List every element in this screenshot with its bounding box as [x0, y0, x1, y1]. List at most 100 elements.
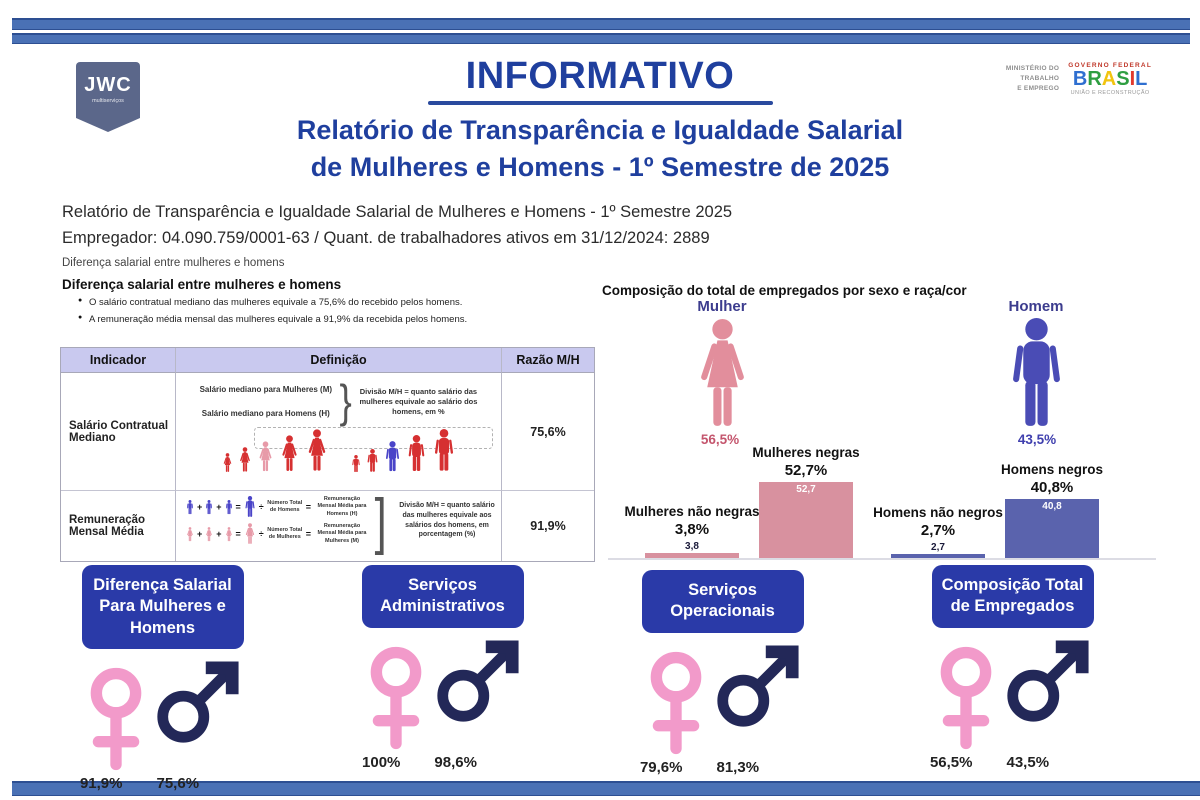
bullet-monthly-pay: A remuneração média mensal das mulheres …	[78, 314, 467, 325]
man-icon	[432, 429, 456, 473]
col-indicador: Indicador	[61, 348, 176, 373]
women-average-formula: + + = ÷ Número Total de Mulheres = Remun…	[186, 523, 497, 545]
female-sign-icon	[365, 646, 427, 750]
right-section-heading: Composição do total de empregados por se…	[602, 283, 967, 298]
col-razao: Razão M/H	[502, 348, 594, 373]
card-male-value: 98,6%	[434, 753, 477, 771]
top-stripe-2	[12, 33, 1190, 44]
male-sign-icon	[1001, 638, 1091, 728]
brasil-gov-logo: GOVERNO FEDERAL BRASIL UNIÃO E RECONSTRU…	[1068, 62, 1152, 96]
man-icon	[366, 449, 379, 473]
jwc-logo: JWC multiserviços	[76, 62, 140, 132]
top-stripe-1	[12, 18, 1190, 30]
brace-glyph: }	[339, 375, 352, 427]
card-female-value: 91,9%	[79, 775, 123, 793]
male-sign-icon	[711, 643, 801, 733]
bracket-glyph: ]	[374, 491, 387, 556]
row1-definition: Salário mediano para Mulheres (M) Salári…	[176, 373, 502, 491]
employer-line: Empregador: 04.090.759/0001-63 / Quant. …	[62, 229, 710, 247]
bar-mulheres-nao-negras: Mulheres não negras 3,8% 3,8	[624, 504, 760, 558]
men-result: Remuneração Mensal Média para Homens (H)	[317, 496, 367, 517]
card-title: Diferença Salarial Para Mulheres e Homen…	[81, 565, 244, 650]
bullet-contract-salary: O salário contratual mediano das mulhere…	[78, 297, 467, 308]
card-diferenca-salarial: Diferença Salarial Para Mulheres e Homen…	[55, 565, 270, 792]
female-sign-icon	[935, 646, 997, 750]
section-caption: Diferença salarial entre mulheres e home…	[62, 257, 285, 269]
dashed-frame	[254, 427, 493, 450]
women-divisor: Número Total de Mulheres	[267, 526, 303, 540]
card-title: Serviços Operacionais	[641, 570, 804, 633]
bar-homens-nao-negros: Homens não negros 2,7% 2,7	[873, 505, 1003, 558]
row1-ratio: 75,6%	[502, 373, 594, 491]
ministry-logo: MINISTÉRIO DO TRABALHO E EMPREGO	[1005, 65, 1060, 92]
jwc-logo-subtext: multiserviços	[92, 98, 124, 104]
male-group-label: Homem	[1008, 298, 1064, 315]
female-sign-icon	[645, 651, 707, 755]
card-composicao-total: Composição Total de Empregados 56,5% 43,…	[905, 565, 1120, 771]
card-male-value: 75,6%	[156, 775, 200, 793]
table-row-remuneracao-media: Remuneração Mensal Média + + = ÷ Número …	[61, 491, 594, 561]
row1-indicator: Salário Contratual Mediano	[61, 373, 176, 491]
man-icon	[244, 496, 256, 518]
female-total-value: 56,5%	[700, 432, 740, 447]
card-male-value: 81,3%	[716, 758, 760, 776]
woman-icon	[279, 435, 300, 473]
jwc-logo-text: JWC	[84, 74, 132, 96]
card-servicos-administrativos: Serviços Administrativos 100% 98,6%	[335, 565, 550, 771]
male-sign-icon	[431, 638, 521, 728]
bar: 40,8	[1005, 499, 1099, 558]
card-female-value: 100%	[362, 753, 401, 771]
woman-icon-pink	[257, 441, 274, 473]
man-icon	[205, 500, 213, 515]
left-section-heading: Diferença salarial entre mulheres e home…	[62, 277, 342, 292]
def-median-men: Salário mediano para Homens (H)	[201, 409, 330, 419]
row2-ratio: 91,9%	[502, 491, 594, 561]
woman-icon	[225, 527, 233, 542]
card-male-value: 43,5%	[1006, 753, 1050, 771]
woman-icon	[205, 527, 213, 542]
bar-mulheres-negras: Mulheres negras 52,7% 52,7	[750, 445, 862, 558]
people-size-diagram	[176, 427, 501, 473]
men-average-formula: + + = ÷ Número Total de Homens = Remuner…	[186, 496, 497, 518]
title-underline	[427, 101, 773, 105]
row1-note: Divisão M/H = quanto salário das mulhere…	[359, 386, 478, 416]
female-sign-icon	[85, 667, 147, 771]
report-subtitle: Relatório de Transparência e Igualdade S…	[100, 112, 1100, 186]
card-title: Serviços Administrativos	[361, 565, 524, 628]
bar: 52,7	[759, 482, 853, 558]
woman-icon	[305, 429, 329, 473]
card-servicos-operacionais: Serviços Operacionais 79,6% 81,3%	[615, 565, 830, 776]
brasil-wordmark: BRASIL	[1072, 68, 1148, 90]
man-silhouette-icon	[1004, 318, 1069, 432]
man-icon-blue	[384, 441, 401, 473]
col-definicao: Definição	[176, 348, 502, 373]
woman-icon	[222, 453, 233, 473]
row2-note: Divisão M/H = quanto salário das mulhere…	[399, 502, 495, 539]
women-result: Remuneração Mensal Média para Mulheres (…	[317, 523, 367, 544]
male-sign-icon	[151, 659, 241, 749]
male-total-value: 43,5%	[1017, 432, 1057, 447]
man-icon	[186, 500, 194, 515]
page-title: INFORMATIVO	[300, 55, 900, 105]
page-title-text: INFORMATIVO	[465, 55, 735, 97]
bar-homens-negros: Homens negros 40,8% 40,8	[996, 462, 1108, 558]
table-row-salario-contratual: Salário Contratual Mediano Salário media…	[61, 373, 594, 491]
card-title: Composição Total de Empregados	[931, 565, 1094, 628]
man-icon	[351, 455, 361, 473]
man-icon	[406, 435, 427, 473]
man-icon	[225, 500, 233, 515]
def-median-women: Salário mediano para Mulheres (M)	[199, 385, 333, 395]
bar	[645, 553, 739, 558]
woman-icon	[186, 527, 194, 542]
salary-bullets: O salário contratual mediano das mulhere…	[78, 297, 467, 331]
row2-indicator: Remuneração Mensal Média	[61, 491, 176, 561]
card-female-value: 56,5%	[929, 753, 973, 771]
government-logos: MINISTÉRIO DO TRABALHO E EMPREGO GOVERNO…	[1006, 62, 1152, 96]
female-group-label: Mulher	[697, 298, 747, 315]
woman-icon	[238, 447, 252, 473]
men-divisor: Número Total de Homens	[267, 499, 303, 513]
report-name-line: Relatório de Transparência e Igualdade S…	[62, 203, 733, 221]
row2-definition: + + = ÷ Número Total de Homens = Remuner…	[176, 491, 502, 561]
woman-silhouette-icon	[690, 318, 755, 432]
